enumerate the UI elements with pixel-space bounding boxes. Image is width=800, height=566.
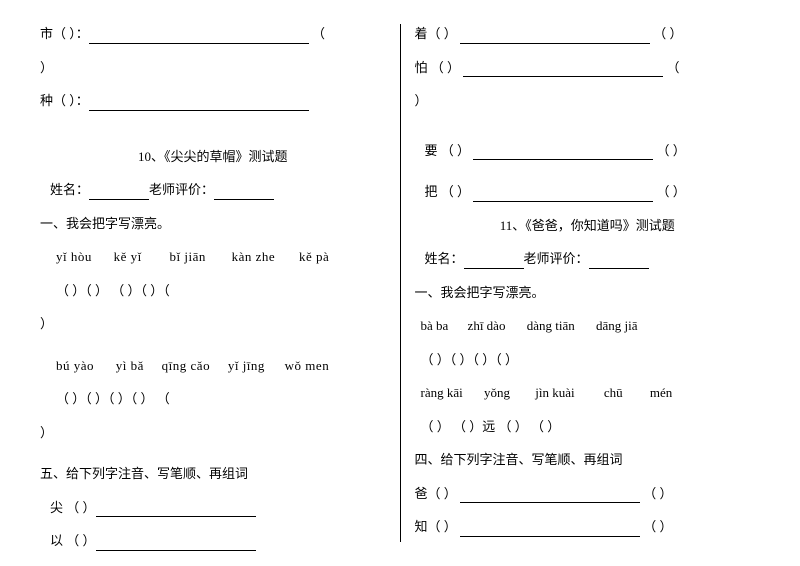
yi-blank[interactable]: [96, 550, 256, 551]
ba-char-label: 爸（ ）: [415, 486, 457, 501]
zhong-line: 种（ ）：: [40, 91, 386, 111]
bracket-row-2-close: ）: [40, 423, 386, 443]
name-label: 姓名：: [425, 251, 464, 266]
pinyin-cell: chū: [604, 385, 623, 400]
section-4-right: 四、给下列字注音、写笔顺、再组词: [415, 450, 761, 470]
quiz-11-title: 11、《爸爸，你知道吗》测试题: [415, 216, 761, 236]
pinyin-cell: dāng jiā: [596, 318, 638, 333]
pinyin-cell: mén: [650, 385, 672, 400]
pa-line: 怕 （ ） （: [415, 58, 761, 78]
shi-blank[interactable]: [89, 43, 309, 44]
bracket-row-1-left: （ ）（ ） （ ）（ ）（: [56, 281, 386, 301]
jian-blank[interactable]: [96, 516, 256, 517]
zhuo-line: 着（ ） （ ）: [415, 24, 761, 44]
left-column: 市（ ）： （ ） 种（ ）： 10、《尖尖的草帽》测试题 姓名： 老师评价： 一…: [30, 24, 396, 542]
right-column: 着（ ） （ ） 怕 （ ） （ ） 要 （ ） （ ） 把 （ ） （ ） 1…: [405, 24, 771, 542]
pinyin-cell: ràng kāi: [421, 385, 463, 400]
bracket-row-2-right: （ ） （ ）远 （ ） （ ）: [421, 417, 761, 437]
yi-row: 以 （ ）: [50, 531, 386, 551]
yao-label: 要 （ ）: [425, 143, 471, 158]
zhong-label: 种（ ）：: [40, 93, 89, 108]
shi-close: ）: [40, 58, 386, 78]
section-5-left: 五、给下列字注音、写笔顺、再组词: [40, 464, 386, 484]
yao-line: 要 （ ） （ ）: [425, 141, 761, 161]
yi-label: 以 （: [50, 533, 79, 548]
pinyin-cell: zhī dào: [468, 318, 506, 333]
yao-blank[interactable]: [473, 159, 653, 160]
name-blank-r[interactable]: [464, 268, 524, 269]
teacher-label: 老师评价：: [524, 251, 589, 266]
pinyin-cell: bà ba: [421, 318, 449, 333]
zhi-char-blank[interactable]: [460, 536, 640, 537]
ba-blank[interactable]: [473, 201, 653, 202]
pinyin-cell: bú yào: [56, 358, 94, 373]
name-row-right: 姓名： 老师评价：: [425, 249, 761, 269]
pinyin-cell: qīng cǎo: [162, 358, 210, 373]
section-1-left: 一、我会把字写漂亮。: [40, 214, 386, 234]
zhi-char-row: 知（ ） （ ）: [415, 517, 761, 537]
pinyin-cell: wǒ men: [285, 358, 330, 373]
pinyin-cell: bǐ jiān: [170, 249, 206, 264]
pinyin-cell: yǒng: [484, 385, 510, 400]
shi-line: 市（ ）： （: [40, 24, 386, 44]
jian-label: 尖 （: [50, 500, 79, 515]
name-label: 姓名：: [50, 182, 89, 197]
ba-line: 把 （ ） （ ）: [425, 182, 761, 202]
shi-label: 市（ ）：: [40, 26, 89, 41]
pinyin-row-1-right: bà ba zhī dào dàng tiān dāng jiā: [421, 316, 761, 336]
pinyin-cell: kě yǐ: [114, 249, 142, 264]
pinyin-cell: jìn kuài: [535, 385, 574, 400]
pinyin-cell: dàng tiān: [527, 318, 575, 333]
jian-row: 尖 （ ）: [50, 498, 386, 518]
pinyin-cell: kàn zhe: [232, 249, 276, 264]
pinyin-row-1-left: yǐ hòu kě yǐ bǐ jiān kàn zhe kě pà: [56, 247, 386, 267]
teacher-label: 老师评价：: [149, 182, 214, 197]
column-divider: [400, 24, 401, 542]
ba-char-blank[interactable]: [460, 502, 640, 503]
teacher-blank-r[interactable]: [589, 268, 649, 269]
bracket-row-1-right: （ ）（ ）（ ）（ ）: [421, 350, 761, 370]
bracket-row-2-left: （ ）（ ）（ ）（ ） （: [56, 389, 386, 409]
ba-label: 把 （ ）: [425, 184, 471, 199]
zhuo-label: 着（ ）: [415, 26, 457, 41]
pa-close: ）: [415, 91, 761, 111]
pinyin-row-2-right: ràng kāi yǒng jìn kuài chū mén: [421, 383, 761, 403]
quiz-10-title: 10、《尖尖的草帽》测试题: [40, 147, 386, 167]
name-blank[interactable]: [89, 199, 149, 200]
pinyin-row-2-left: bú yào yì bǎ qīng cǎo yǐ jīng wǒ men: [56, 356, 386, 376]
name-row-left: 姓名： 老师评价：: [50, 180, 386, 200]
zhuo-blank[interactable]: [460, 43, 650, 44]
teacher-blank[interactable]: [214, 199, 274, 200]
zhi-char-label: 知（ ）: [415, 519, 457, 534]
pinyin-cell: yǐ hòu: [56, 249, 92, 264]
ba-char-row: 爸（ ） （ ）: [415, 484, 761, 504]
yuan-text: ）远: [469, 419, 495, 434]
pinyin-cell: kě pà: [299, 249, 329, 264]
section-1-right: 一、我会把字写漂亮。: [415, 283, 761, 303]
bracket-row-1-close: ）: [40, 314, 386, 334]
pinyin-cell: yì bǎ: [116, 358, 144, 373]
pa-blank[interactable]: [463, 76, 663, 77]
pinyin-cell: yǐ jīng: [228, 358, 265, 373]
pa-label: 怕 （ ）: [415, 60, 461, 75]
zhong-blank[interactable]: [89, 110, 309, 111]
